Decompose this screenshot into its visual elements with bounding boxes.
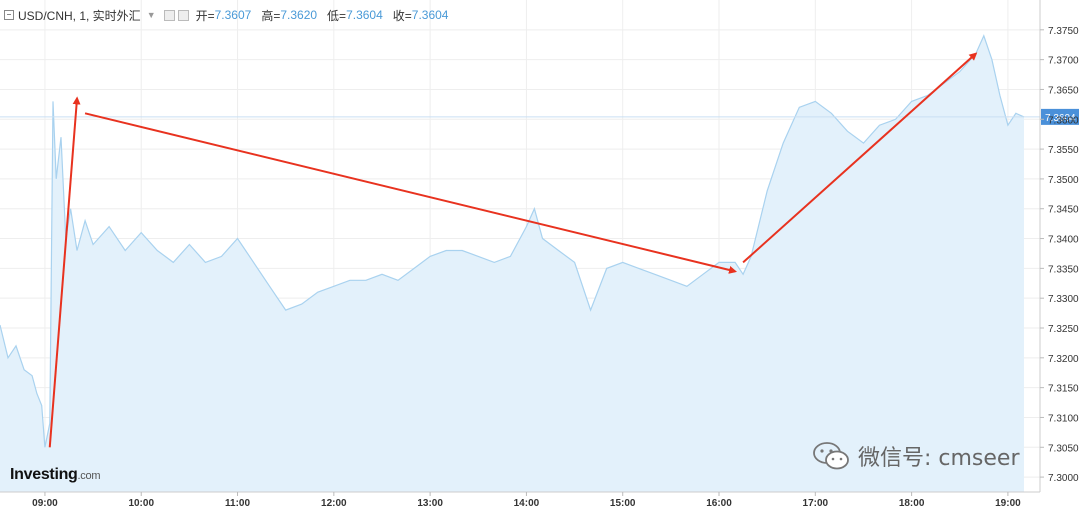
logo-suffix: .com (77, 470, 101, 482)
wechat-icon (813, 442, 849, 470)
x-axis: 09:00 10:00 11:00 12:00 13:00 14:00 15:00 16:00… (0, 491, 1040, 509)
y-axis: 7.3000 7.3050 7.3100 7.3150 7.3200 7.3250 7.33… (1039, 0, 1079, 492)
x-tick-label: 13:00 (417, 498, 443, 509)
y-tick-label: 7.3500 (1048, 175, 1079, 186)
settings-icon[interactable] (177, 9, 189, 21)
trend-arrow (84, 112, 738, 274)
price-area (0, 34, 1025, 493)
price-area-fill (0, 35, 1024, 493)
chevron-down-icon[interactable]: ▼ (146, 10, 156, 20)
x-tick-label: 10:00 (128, 498, 154, 509)
x-tick-label: 12:00 (321, 498, 347, 509)
y-tick-label: 7.3700 (1048, 56, 1079, 67)
wechat-watermark: 微信号: cmseer (812, 440, 1020, 472)
y-tick-label: 7.3450 (1048, 205, 1079, 216)
open-label: 开= (195, 8, 215, 23)
close-label: 收= (392, 8, 412, 23)
y-tick-label: 7.3300 (1048, 294, 1079, 305)
x-tick-label: 15:00 (610, 498, 636, 509)
collapse-icon[interactable] (4, 10, 14, 20)
x-tick-label: 09:00 (32, 498, 58, 509)
x-tick-label: 11:00 (225, 498, 250, 509)
y-tick-label: 7.3600 (1048, 115, 1079, 126)
y-tick-label: 7.3000 (1048, 473, 1079, 484)
logo-text: Investing (10, 466, 78, 483)
x-tick-label: 17:00 (803, 498, 829, 509)
y-tick-label: 7.3650 (1048, 85, 1079, 96)
x-tick-label: 19:00 (995, 498, 1021, 509)
trend-arrows (48, 52, 978, 448)
y-tick-label: 7.3400 (1048, 235, 1079, 246)
current-price-line: 7.3604 (0, 108, 1079, 125)
y-tick-label: 7.3200 (1048, 354, 1079, 365)
y-tick-label: 7.3100 (1048, 413, 1079, 424)
trend-arrow (48, 96, 81, 448)
high-value: 7.3620 (280, 8, 318, 22)
y-tick-label: 7.3250 (1048, 324, 1079, 335)
investing-logo: Investing.com (10, 466, 100, 484)
y-tick-label: 7.3350 (1048, 264, 1079, 275)
y-tick-label: 7.3050 (1048, 443, 1079, 454)
y-tick-label: 7.3550 (1048, 145, 1079, 156)
low-value: 7.3604 (346, 8, 383, 22)
x-tick-label: 16:00 (706, 498, 732, 509)
y-tick-label: 7.3750 (1048, 26, 1079, 37)
trend-arrow (742, 52, 978, 264)
watermark-text: 微信号: cmseer (858, 446, 1020, 471)
low-label: 低= (327, 8, 347, 23)
symbol-title: USD/CNH, 1, 实时外汇 (18, 8, 141, 23)
close-value: 7.3604 (411, 8, 449, 22)
eye-icon[interactable] (163, 9, 175, 21)
current-price-label: 7.3604 (1045, 113, 1076, 124)
high-label: 高= (261, 8, 281, 23)
x-tick-label: 14:00 (514, 498, 540, 509)
y-tick-label: 7.3150 (1048, 384, 1079, 395)
x-tick-label: 18:00 (899, 498, 925, 509)
open-value: 7.3607 (214, 8, 252, 22)
chart-legend: USD/CNH, 1, 实时外汇 ▼ 开= 7.3607 高= 7.3620 低= 7… (4, 6, 454, 24)
price-series-line (0, 34, 1025, 448)
current-price-badge (1041, 108, 1079, 125)
